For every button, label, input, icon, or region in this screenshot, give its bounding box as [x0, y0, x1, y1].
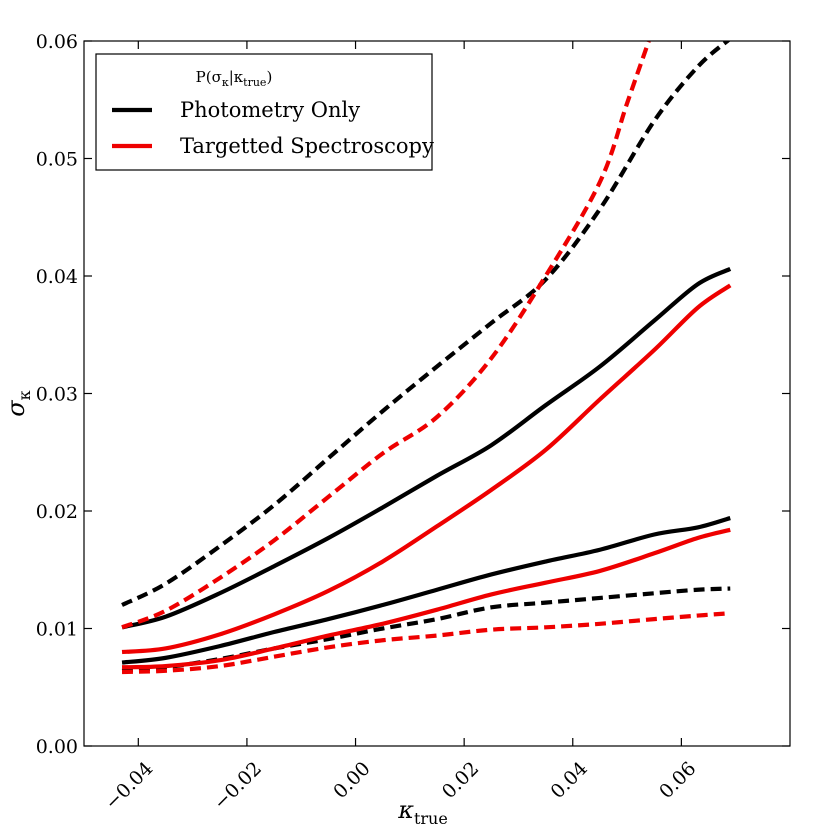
- series-line-8: [121, 611, 731, 675]
- series-line-6: [121, 283, 732, 655]
- x-tick-label: 0.06: [655, 758, 700, 803]
- x-tick-label: −0.02: [209, 758, 266, 815]
- series-line-1: [121, 41, 731, 607]
- series-line-3: [121, 516, 731, 665]
- y-tick-label: 0.03: [36, 384, 78, 406]
- x-tick-label: 0.04: [546, 758, 591, 803]
- legend-label-2: Targetted Spectroscopy: [180, 134, 434, 158]
- series-line-4: [121, 586, 731, 673]
- y-tick-label: 0.06: [36, 31, 78, 53]
- y-tick-label: 0.01: [36, 619, 78, 641]
- x-tick-label: 0.02: [438, 758, 483, 803]
- x-axis-title: κtrue: [397, 796, 448, 828]
- series-line-7: [121, 527, 731, 670]
- series-line-2: [121, 267, 732, 630]
- y-tick-label: 0.02: [36, 501, 78, 523]
- x-tick-label: 0.00: [329, 758, 374, 803]
- y-tick-label: 0.04: [36, 266, 78, 288]
- legend-label-1: Photometry Only: [180, 98, 360, 122]
- y-tick-label: 0.00: [36, 736, 78, 758]
- y-tick-label: 0.05: [36, 149, 78, 171]
- legend-title: P(σκ|κtrue): [196, 68, 273, 89]
- x-tick-label: −0.04: [101, 758, 158, 815]
- y-axis-title: σκ: [2, 390, 34, 416]
- series-line-5: [121, 41, 651, 630]
